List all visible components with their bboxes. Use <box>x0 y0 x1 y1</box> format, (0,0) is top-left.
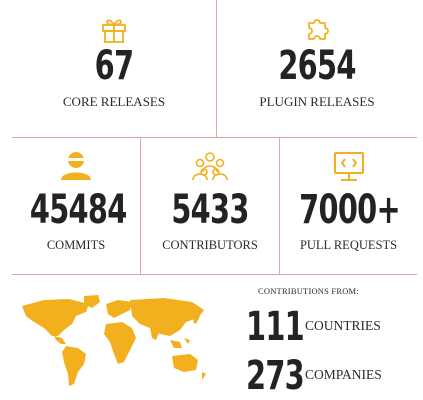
puzzle-icon <box>308 19 329 40</box>
pull-requests-count: 7000+ <box>299 187 400 233</box>
pull-requests-label: PULL REQUESTS <box>299 238 398 252</box>
countries-label: COUNTRIES <box>305 318 381 333</box>
contributors-label: CONTRIBUTORS <box>162 238 258 252</box>
plugin-releases-label: PLUGIN RELEASES <box>259 94 375 109</box>
user-icon <box>61 152 91 180</box>
divider-mid-right <box>279 137 280 274</box>
monitor-code-icon <box>333 152 364 181</box>
divider-bottom-horizontal <box>12 274 417 275</box>
core-releases-stat: 67 CORE RELEASES <box>12 14 216 110</box>
divider-top-horizontal <box>12 137 417 138</box>
pull-requests-stat: 7000+ PULL REQUESTS <box>280 150 417 253</box>
contributors-stat: 5433 CONTRIBUTORS <box>141 150 279 253</box>
plugin-releases-stat: 2654 PLUGIN RELEASES <box>217 14 417 110</box>
companies-label: COMPANIES <box>305 367 382 382</box>
commits-label: COMMITS <box>46 238 106 252</box>
countries-count: 111 <box>246 304 305 350</box>
commits-stat: 45484 COMMITS <box>12 150 140 253</box>
commits-count: 45484 <box>29 187 127 233</box>
world-map-icon <box>22 295 206 386</box>
group-icon <box>192 152 228 181</box>
divider-top-vertical <box>216 0 217 137</box>
contributions-from-label: CONTRIBUTIONS FROM: <box>258 286 359 296</box>
companies-count: 273 <box>246 353 305 399</box>
plugin-releases-count: 2654 <box>278 43 356 89</box>
core-releases-count: 67 <box>94 43 134 89</box>
core-releases-label: CORE RELEASES <box>62 94 166 109</box>
gift-icon <box>102 19 126 43</box>
contributors-count: 5433 <box>171 187 249 233</box>
divider-mid-left <box>140 137 141 274</box>
